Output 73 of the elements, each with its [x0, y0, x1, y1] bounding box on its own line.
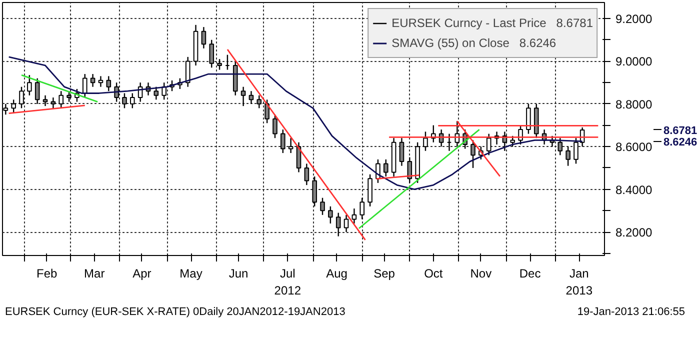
- candlestick: [27, 74, 32, 96]
- line-series: [8, 56, 584, 190]
- candlestick: [90, 73, 96, 88]
- candlestick: [486, 133, 492, 156]
- candlestick: [304, 163, 310, 186]
- y-tick-label: 8.2000: [616, 226, 653, 240]
- candlestick: [217, 58, 222, 70]
- candlestick: [106, 76, 112, 92]
- candlestick: [336, 212, 341, 237]
- candlestick: [288, 137, 294, 154]
- candlestick: [272, 114, 278, 139]
- candlestick: [383, 158, 388, 178]
- x-tick-label: Jul 2012: [274, 266, 302, 298]
- candlestick: [558, 137, 563, 156]
- y-tick-label: 8.6000: [616, 140, 653, 154]
- candlestick: [98, 76, 104, 88]
- y-tick-label: 8.4000: [616, 182, 653, 197]
- candlestick: [320, 197, 325, 216]
- x-tick-label: Nov: [470, 266, 492, 280]
- candlestick: [11, 99, 16, 114]
- y-tick-label: 9.0000: [616, 54, 653, 69]
- x-tick-label: Dec: [519, 266, 541, 280]
- x-tick-label: Jun: [228, 266, 248, 280]
- x-tick-label: Mar: [84, 266, 105, 280]
- candlestick: [114, 82, 119, 102]
- candlestick: [280, 128, 286, 154]
- candlestick: [122, 92, 127, 109]
- candlestick: [518, 124, 523, 146]
- candlestick: [423, 131, 428, 152]
- candlestick: [256, 94, 262, 109]
- candlestick: [312, 176, 317, 207]
- candlestick: [42, 94, 48, 107]
- candlestick: [19, 86, 24, 109]
- candlestick: [526, 103, 531, 134]
- candlestick: [185, 56, 190, 88]
- candlestick: [130, 92, 135, 109]
- candlestick: [360, 197, 365, 220]
- text: 8.6781: [664, 124, 698, 137]
- candlestick: [201, 26, 206, 50]
- candlestick: [344, 214, 349, 233]
- x-tick-label: Jan 2013: [566, 266, 593, 298]
- x-tick-label: Aug: [326, 266, 348, 280]
- candlestick: [248, 90, 254, 105]
- candlestick: [162, 82, 166, 100]
- candlestick: [399, 137, 404, 166]
- candlestick: [470, 140, 476, 169]
- x-tick-label: Feb: [36, 266, 58, 280]
- text: 8.6246: [664, 136, 698, 148]
- candlestick: [82, 73, 88, 98]
- x-tick-label: Oct: [424, 266, 444, 280]
- candlestick: [154, 86, 159, 100]
- y-tick-label: 8.8000: [616, 97, 653, 112]
- candlestick: [264, 99, 270, 124]
- candlestick: [58, 90, 64, 109]
- x-tick-label: Sep: [374, 266, 396, 280]
- candlestick: [66, 90, 72, 102]
- candlestick: [510, 135, 516, 148]
- text: 19-Jan-2013 21:06:55: [577, 305, 685, 320]
- candlestick: [566, 146, 570, 166]
- text: EURSEK Curncy (EUR-SEK X-RATE) 0Daily 20JAN2012-19JAN2013: [5, 305, 346, 320]
- candlestick: [209, 39, 214, 68]
- legend-label: SMAVG (55) on Close 8.6246: [392, 36, 556, 50]
- candlestick: [407, 156, 412, 184]
- candlestick: [368, 174, 372, 207]
- legend-label: EURSEK Curncy - Last Price 8.6781: [392, 16, 593, 30]
- candlestick: [50, 96, 56, 109]
- candlestick: [328, 206, 333, 224]
- candlestick: [34, 78, 40, 105]
- x-tick-label: May: [180, 266, 202, 280]
- x-tick-label: Apr: [132, 266, 152, 280]
- candlestick: [240, 86, 246, 107]
- y-tick-label: 9.2000: [616, 12, 653, 26]
- candlestick: [352, 208, 357, 224]
